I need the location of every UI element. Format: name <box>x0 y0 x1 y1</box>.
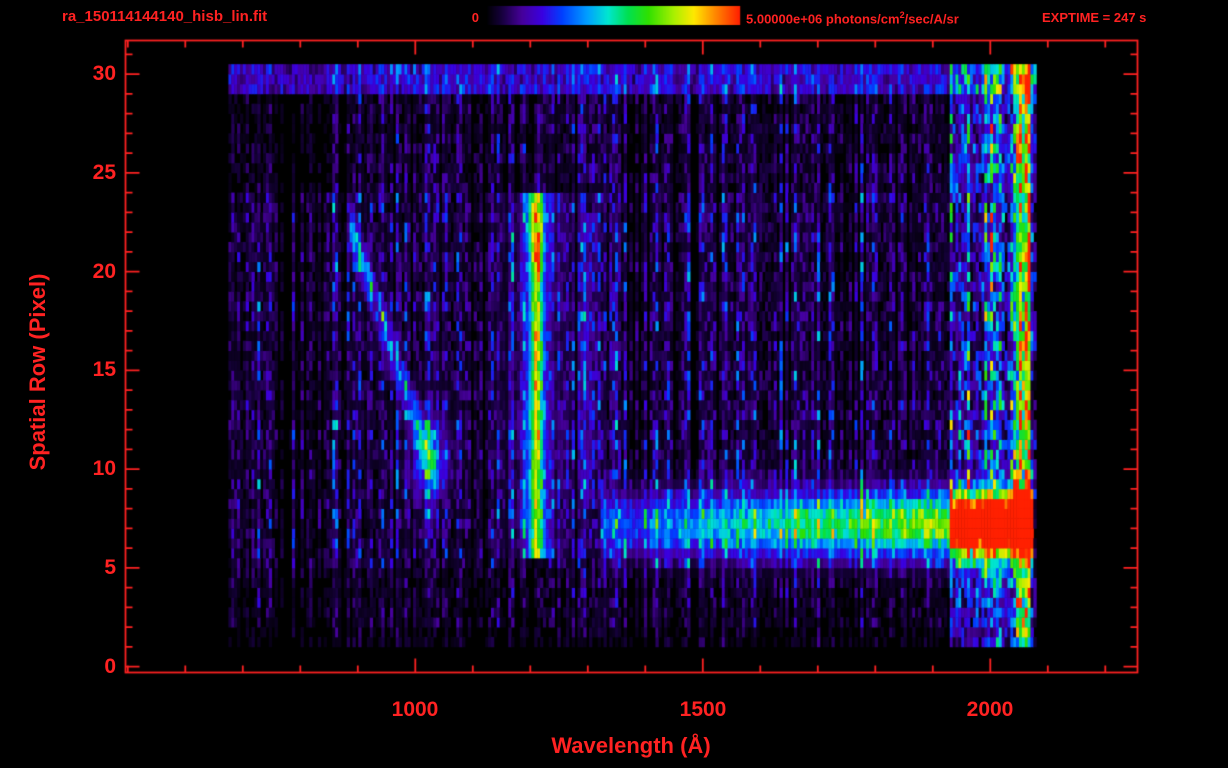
x-tick-label-2000: 2000 <box>966 698 1014 721</box>
colorbar-max-label: 5.00000e+06 photons/cm2/sec/A/sr <box>746 10 959 26</box>
y-axis-title: Spatial Row (Pixel) <box>25 273 50 471</box>
colorbar-units-suffix: /sec/A/sr <box>904 11 959 27</box>
y-tick-label-0: 0 <box>104 655 116 678</box>
colorbar-max-value: 5.00000e+06 <box>746 11 823 27</box>
y-tick-label-15: 15 <box>92 358 116 381</box>
colorbar-units-sup: 2 <box>899 10 905 20</box>
colorbar-min-label: 0 <box>471 10 479 25</box>
y-tick-label-25: 25 <box>92 161 116 184</box>
y-tick-label-30: 30 <box>92 62 116 85</box>
y-tick-label-20: 20 <box>92 260 116 283</box>
x-tick-label-1000: 1000 <box>391 698 439 721</box>
x-axis-title: Wavelength (Å) <box>551 733 711 758</box>
y-tick-label-10: 10 <box>92 457 116 480</box>
x-tick-label-1500: 1500 <box>679 698 727 721</box>
exptime-label: EXPTIME = 247 s <box>1042 10 1147 25</box>
y-tick-label-5: 5 <box>104 556 116 579</box>
filename-title: ra_150114144140_hisb_lin.fit <box>62 8 268 25</box>
colorbar-units-prefix: photons/cm <box>822 11 900 27</box>
